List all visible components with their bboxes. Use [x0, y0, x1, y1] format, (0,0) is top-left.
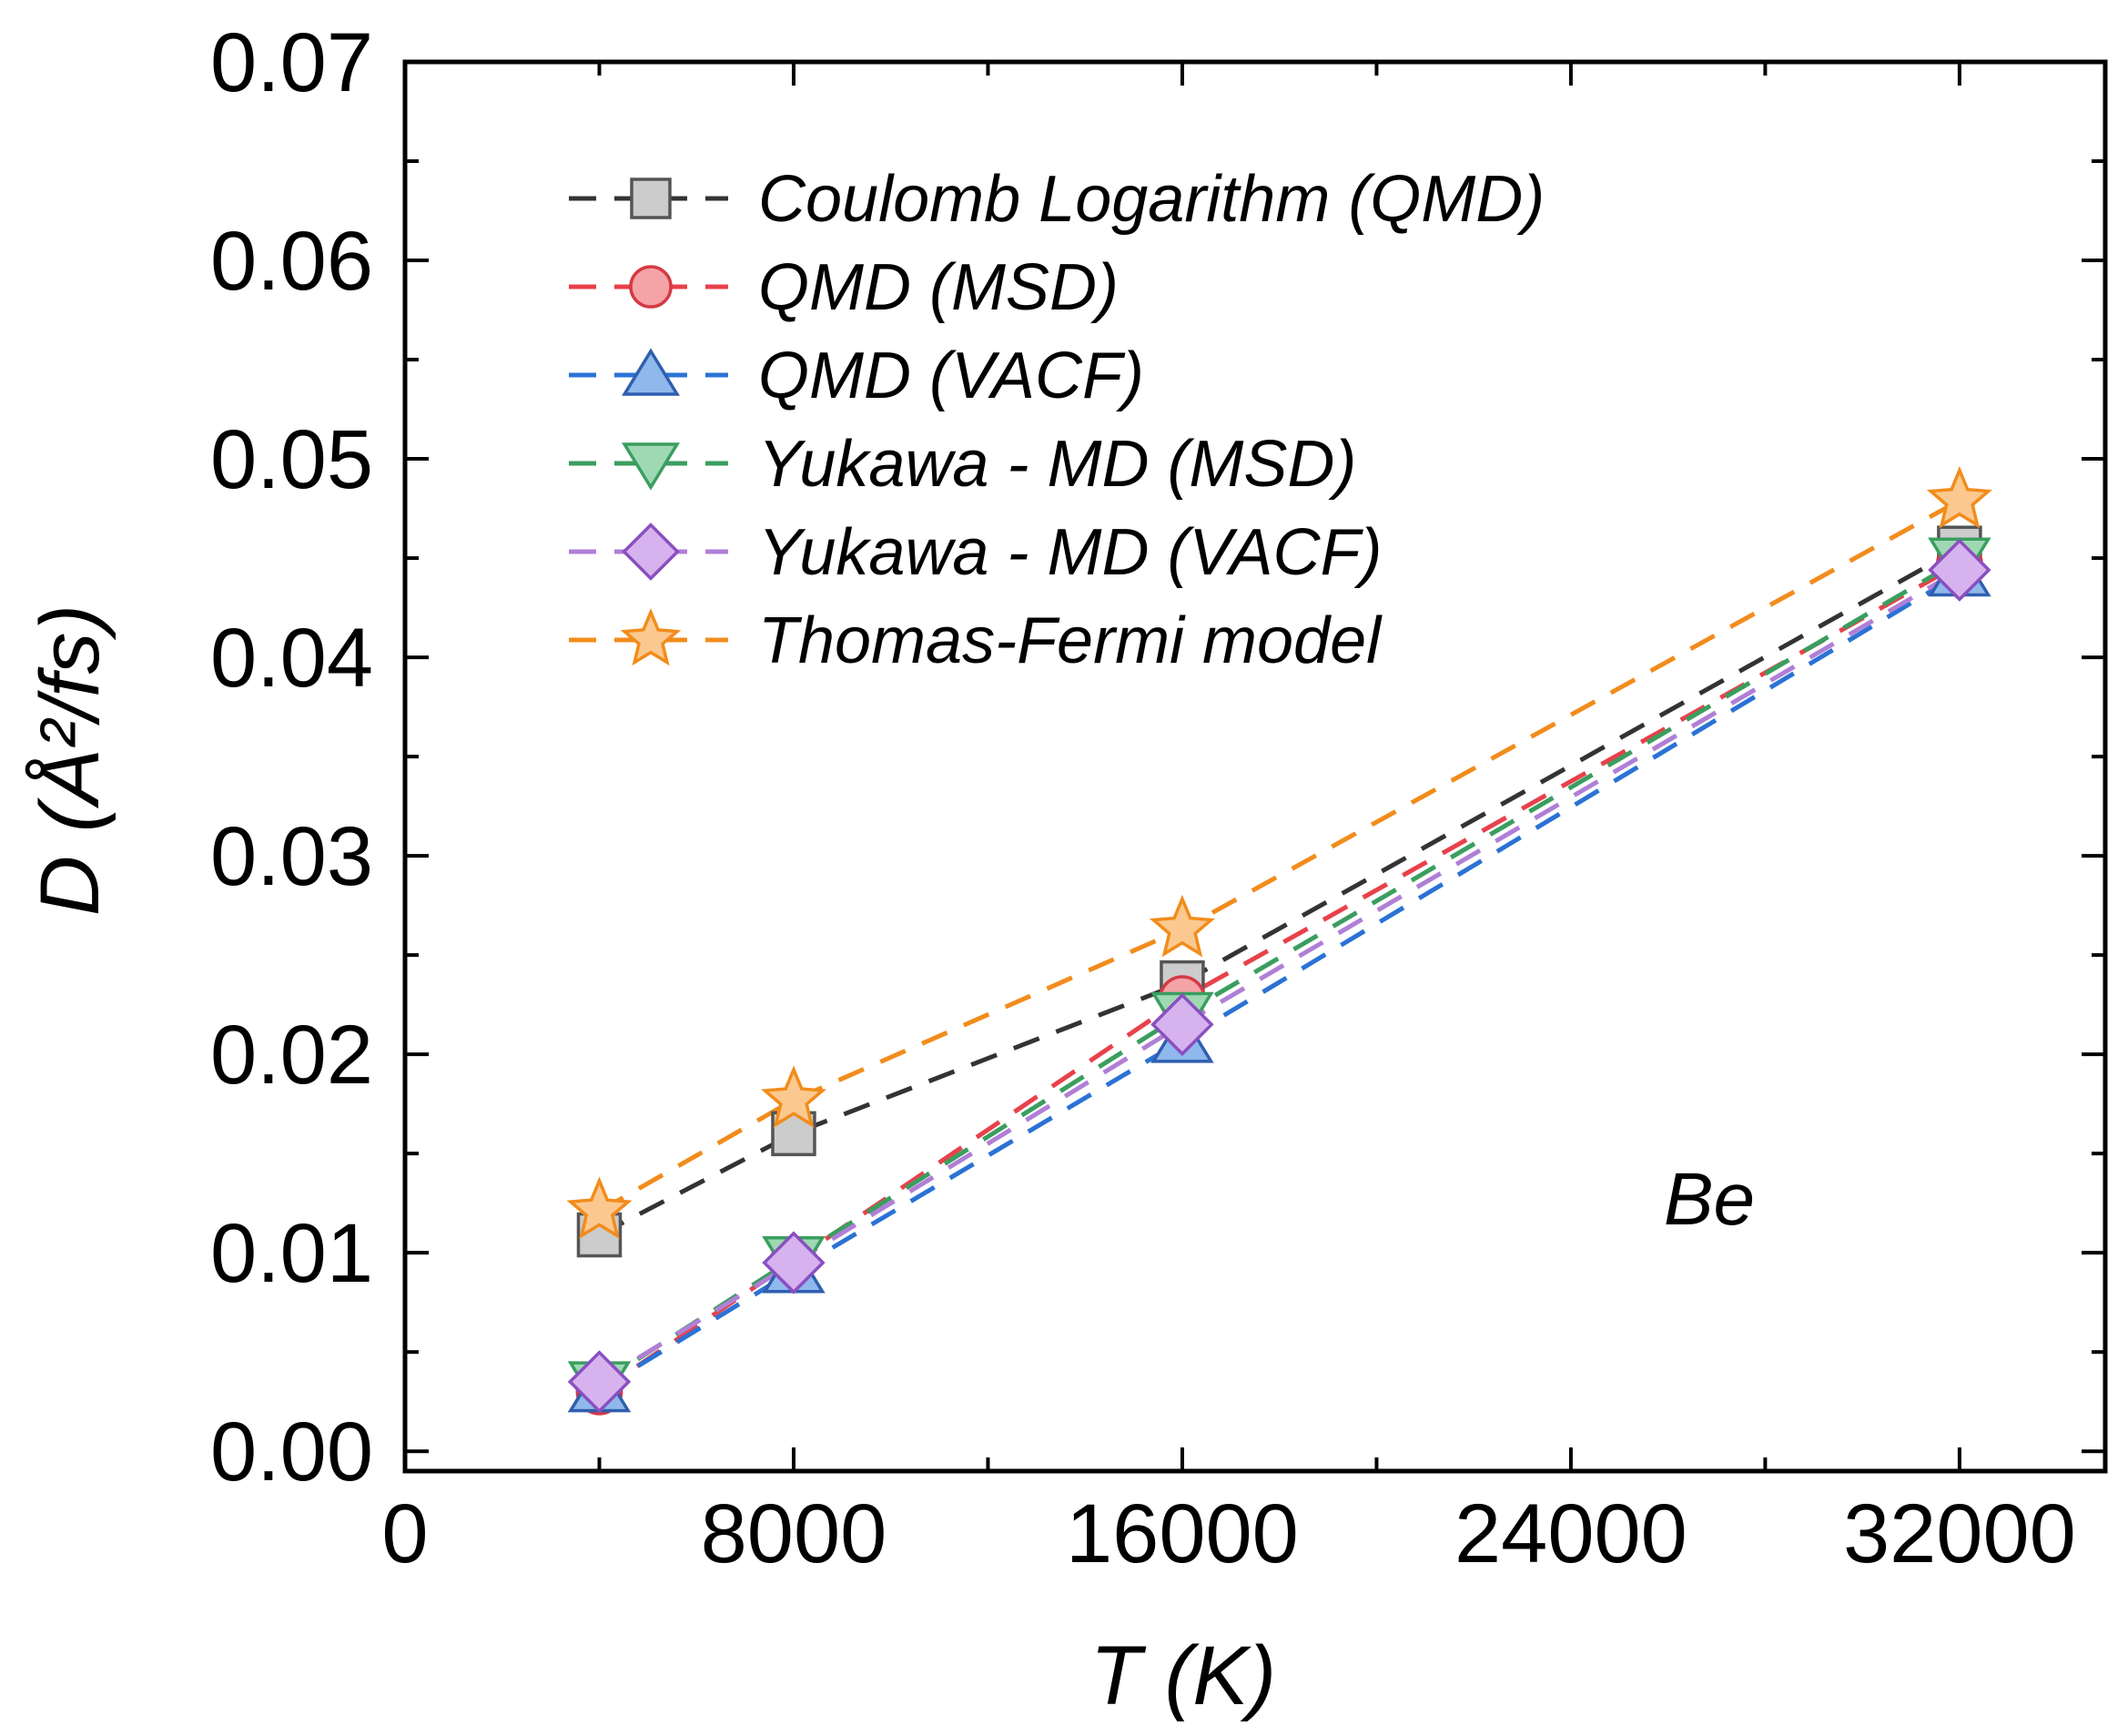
legend-label: QMD (MSD) [758, 251, 1119, 324]
y-tick-label: 0.00 [210, 1406, 373, 1498]
markers-diamond [567, 538, 1991, 1414]
annotation-be: Be [1664, 1158, 1755, 1241]
legend-entry: QMD (MSD) [569, 251, 1119, 324]
series-diamond [598, 568, 1961, 1385]
legend-entry: Coulomb Logarithm (QMD) [569, 163, 1545, 236]
legend: Coulomb Logarithm (QMD) QMD (MSD) QMD (VAC… [569, 163, 1545, 677]
x-axis-title: T (K) [1090, 1629, 1276, 1722]
legend-marker [629, 265, 673, 309]
legend-label: Coulomb Logarithm (QMD) [758, 163, 1545, 236]
y-tick-label: 0.02 [210, 1009, 373, 1101]
data-point [1926, 465, 1992, 529]
legend-marker [622, 442, 680, 491]
data-point [1928, 538, 1991, 602]
series-line [598, 498, 1961, 1213]
series-square [598, 546, 1961, 1237]
legend-label: QMD (VACF) [758, 340, 1144, 412]
x-tick-labels: 0 8000 16000 24000 32000 [381, 1487, 2075, 1580]
x-tick-label: 16000 [1066, 1487, 1299, 1580]
x-tick-label: 24000 [1454, 1487, 1687, 1580]
legend-entry: QMD (VACF) [569, 340, 1144, 412]
legend-entry: Thomas-Fermi model [569, 604, 1383, 677]
legend-marker [622, 348, 680, 396]
legend-marker [622, 523, 680, 581]
legend-label: Yukawa - MD (VACF) [758, 516, 1382, 589]
series-circle [598, 562, 1961, 1394]
y-tick-label: 0.07 [210, 16, 373, 109]
series-line [598, 562, 1961, 1394]
data-point [567, 1350, 632, 1414]
data-point [566, 1176, 633, 1240]
series-line [598, 572, 1961, 1392]
y-tick-label: 0.04 [210, 612, 373, 705]
series-line [598, 546, 1961, 1237]
data-point [1149, 894, 1216, 958]
y-tick-label: 0.03 [210, 810, 373, 903]
plot-frame [402, 59, 2108, 1474]
legend-label: Yukawa - MD (MSD) [758, 428, 1356, 501]
x-tick-label: 8000 [701, 1487, 887, 1580]
series-layer [566, 465, 1992, 1416]
data-point [760, 1065, 827, 1129]
legend-label: Thomas-Fermi model [758, 604, 1383, 677]
y-axis-title: D (Å²/fs) [24, 604, 117, 916]
data-point [1150, 992, 1214, 1057]
series-triangle-up [598, 572, 1961, 1392]
x-tick-label: 32000 [1843, 1487, 2076, 1580]
legend-marker [620, 607, 682, 666]
y-tick-labels: 0.00 0.01 0.02 0.03 0.04 0.05 0.06 0.07 [210, 16, 373, 1498]
legend-entry: Yukawa - MD (VACF) [569, 516, 1382, 589]
series-line [598, 568, 1961, 1385]
y-tick-label: 0.06 [210, 215, 373, 308]
legend-marker [630, 178, 672, 219]
markers-star [566, 465, 1992, 1240]
data-point [762, 1231, 826, 1294]
legend-entry: Yukawa - MD (MSD) [569, 428, 1356, 501]
y-tick-label: 0.05 [210, 413, 373, 506]
y-tick-label: 0.01 [210, 1207, 373, 1300]
series-star [598, 498, 1961, 1213]
x-tick-label: 0 [381, 1487, 428, 1580]
